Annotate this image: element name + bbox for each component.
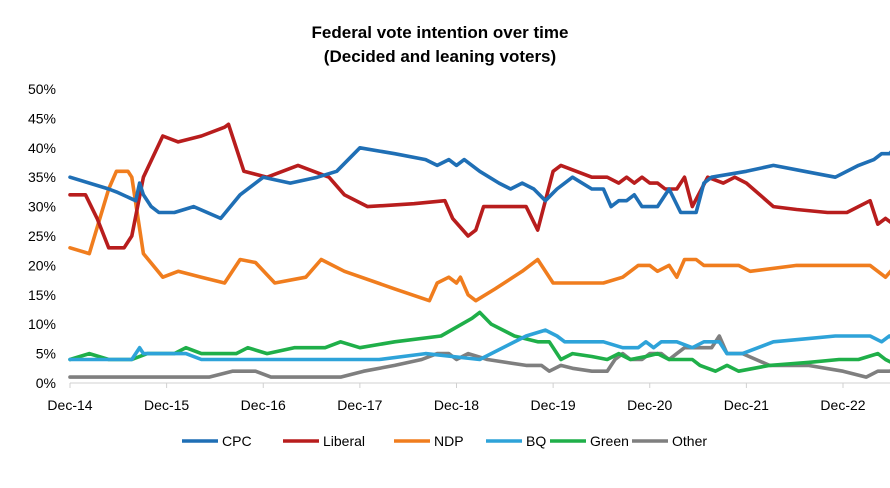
x-tick-label: Dec-20	[627, 397, 672, 413]
legend-label-other: Other	[672, 433, 707, 449]
series-line-bq	[68, 328, 890, 362]
series-line-liberal	[68, 122, 890, 250]
x-tick-label: Dec-21	[724, 397, 769, 413]
y-tick-label: 35%	[28, 169, 56, 185]
x-tick-label: Dec-16	[241, 397, 286, 413]
legend-label-green: Green	[590, 433, 629, 449]
y-tick-label: 20%	[28, 257, 56, 273]
legend-label-bq: BQ	[526, 433, 546, 449]
x-tick-label: Dec-18	[434, 397, 479, 413]
x-axis: Dec-14 Dec-15 Dec-16 Dec-17 Dec-18 Dec-19 Dec-…	[47, 382, 890, 413]
legend: CPC Liberal NDP BQ Green Other	[182, 433, 707, 449]
y-tick-label: 30%	[28, 199, 56, 215]
y-tick-label: 15%	[28, 287, 56, 303]
x-tick-label: Dec-19	[531, 397, 576, 413]
legend-label-liberal: Liberal	[323, 433, 365, 449]
y-tick-label: 10%	[28, 316, 56, 332]
series-line-green	[68, 310, 890, 374]
x-tick-label: Dec-17	[337, 397, 382, 413]
series-line-ndp	[68, 169, 890, 303]
legend-label-cpc: CPC	[222, 433, 252, 449]
y-tick-label: 0%	[36, 375, 56, 391]
x-tick-label: Dec-15	[144, 397, 189, 413]
chart-title-line-2: (Decided and leaning voters)	[324, 47, 556, 66]
y-tick-label: 50%	[28, 81, 56, 97]
y-axis: 0% 5% 10% 15% 20% 25% 30% 35% 40% 45% 50%	[28, 81, 56, 391]
plot-area	[68, 122, 890, 379]
legend-label-ndp: NDP	[434, 433, 464, 449]
series-line-cpc	[68, 146, 890, 221]
y-tick-label: 45%	[28, 110, 56, 126]
y-tick-label: 25%	[28, 228, 56, 244]
y-tick-label: 40%	[28, 140, 56, 156]
x-tick-label: Dec-22	[820, 397, 865, 413]
chart-title-line-1: Federal vote intention over time	[312, 23, 569, 42]
y-tick-label: 5%	[36, 346, 56, 362]
x-tick-label: Dec-14	[47, 397, 92, 413]
